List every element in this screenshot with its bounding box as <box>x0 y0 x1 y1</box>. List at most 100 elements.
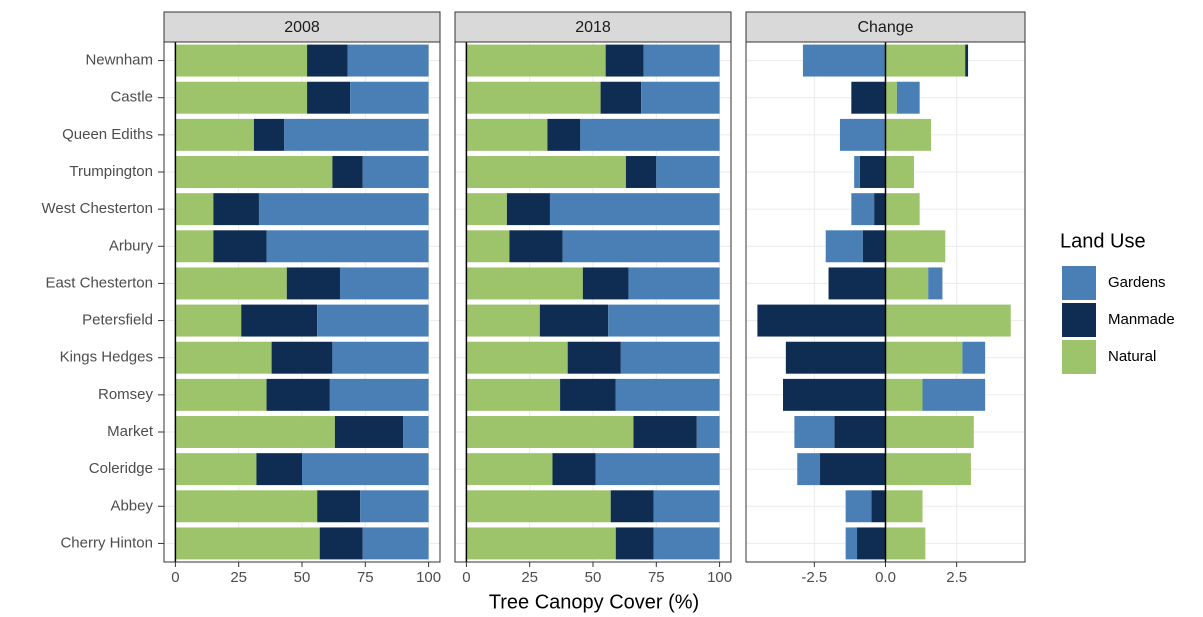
bar <box>859 156 886 188</box>
bar <box>175 230 214 263</box>
bar <box>643 44 720 77</box>
bar <box>608 304 720 337</box>
legend-key <box>1062 303 1096 337</box>
bar <box>466 118 548 151</box>
bar <box>547 118 581 151</box>
x-tick-label: 50 <box>294 569 311 586</box>
bar <box>885 81 897 114</box>
bar <box>466 230 510 263</box>
x-tick-label: 25 <box>230 569 247 586</box>
bar <box>362 527 429 560</box>
bar <box>871 490 886 523</box>
bar <box>213 193 259 226</box>
bar <box>307 44 348 77</box>
bar <box>175 453 257 486</box>
bar <box>307 81 351 114</box>
bar <box>332 156 363 188</box>
legend-label: Manmade <box>1108 311 1175 328</box>
panel-border <box>163 41 441 563</box>
bar <box>794 416 835 448</box>
bar <box>797 453 821 486</box>
x-axis-title: Tree Canopy Cover (%) <box>489 591 699 613</box>
bar <box>466 527 616 560</box>
bar <box>885 156 914 188</box>
bar <box>896 81 920 114</box>
bar <box>466 341 568 374</box>
bar <box>175 341 272 374</box>
bar <box>885 118 932 151</box>
bar <box>466 267 583 300</box>
bar <box>175 156 333 188</box>
y-tick-label: Newnham <box>85 52 153 69</box>
y-tick-label: Cherry Hinton <box>60 534 153 551</box>
x-tick-label: 75 <box>357 569 374 586</box>
bar <box>885 193 920 226</box>
bar <box>362 156 429 188</box>
bar <box>885 304 1011 337</box>
bar <box>266 230 429 263</box>
bar <box>641 81 720 114</box>
legend-key <box>1062 266 1096 300</box>
panel-border <box>745 41 1026 563</box>
y-tick-label: Abbey <box>110 497 153 514</box>
bar <box>854 156 860 188</box>
bar <box>656 156 720 188</box>
bar <box>885 378 923 411</box>
bar <box>857 527 886 560</box>
bar <box>329 378 429 411</box>
bar <box>965 44 969 77</box>
bar <box>466 304 540 337</box>
bar <box>595 453 720 486</box>
bar <box>347 44 429 77</box>
y-tick-label: Romsey <box>98 386 154 403</box>
bar <box>628 267 720 300</box>
bar <box>962 341 986 374</box>
bar <box>466 193 507 226</box>
y-tick-label: West Chesterton <box>42 200 153 217</box>
bar <box>615 378 720 411</box>
bar <box>922 378 986 411</box>
bar <box>580 118 720 151</box>
bar <box>552 453 596 486</box>
bar <box>175 378 267 411</box>
bar <box>633 416 697 448</box>
strip-background <box>454 11 732 43</box>
bar <box>549 193 720 226</box>
bar <box>851 81 886 114</box>
bar <box>885 44 966 77</box>
bar <box>615 527 654 560</box>
x-tick-label: 50 <box>585 569 602 586</box>
bar <box>802 44 886 77</box>
bar <box>582 267 629 300</box>
bar <box>466 416 634 448</box>
y-tick-label: Castle <box>110 89 153 106</box>
bar <box>284 118 429 151</box>
bar <box>317 304 429 337</box>
bar <box>258 193 429 226</box>
x-tick-label: 2.5 <box>946 569 967 586</box>
bar <box>241 304 318 337</box>
bar <box>360 490 429 523</box>
bar <box>539 304 609 337</box>
bar <box>509 230 563 263</box>
y-tick-label: Arbury <box>109 237 154 254</box>
bar <box>403 416 429 448</box>
y-tick-label: Petersfield <box>82 312 153 329</box>
bar <box>653 490 720 523</box>
bar <box>332 341 429 374</box>
bar <box>175 118 254 151</box>
strip-label: Change <box>857 19 913 36</box>
bar <box>862 230 886 263</box>
y-tick-label: East Chesterton <box>45 274 153 291</box>
legend-label: Gardens <box>1108 274 1166 291</box>
bar <box>466 453 553 486</box>
bar <box>506 193 550 226</box>
bar <box>213 230 267 263</box>
x-tick-label: 100 <box>707 569 732 586</box>
bar <box>874 193 886 226</box>
bar <box>783 378 886 411</box>
x-tick-label: 100 <box>416 569 441 586</box>
bar <box>339 267 429 300</box>
bar <box>350 81 429 114</box>
